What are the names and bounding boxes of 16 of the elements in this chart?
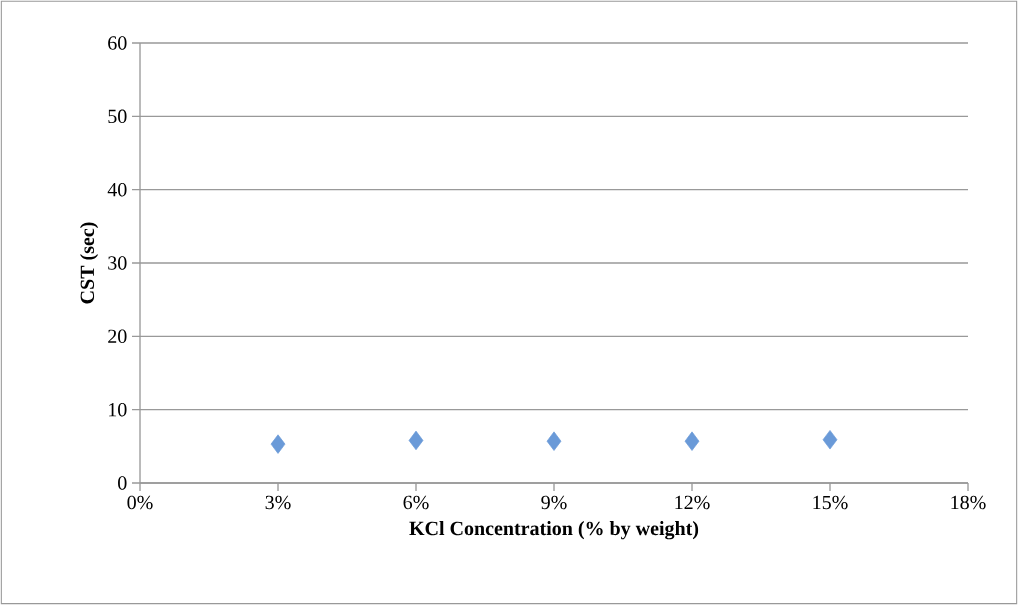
x-axis-title: KCl Concentration (% by weight) — [409, 521, 699, 540]
y-tick-label: 0 — [118, 476, 127, 490]
y-tick-label: 20 — [108, 329, 127, 344]
x-tick-label: 6% — [403, 495, 429, 510]
y-tick-label: 30 — [108, 256, 127, 270]
x-tick-label: 9% — [541, 495, 567, 510]
y-tick-label: 50 — [108, 109, 127, 124]
x-tick-label: 3% — [265, 495, 291, 510]
x-tick-label: 12% — [675, 495, 710, 510]
y-tick-label: 10 — [109, 402, 127, 417]
x-tick-label: 18% — [951, 495, 986, 510]
x-tick-label: 0% — [127, 495, 153, 510]
x-tick-label: 15% — [813, 495, 848, 510]
y-axis-title: CST (sec) — [80, 222, 99, 304]
y-tick-label: 60 — [108, 36, 127, 50]
y-tick-label: 40 — [107, 182, 127, 197]
